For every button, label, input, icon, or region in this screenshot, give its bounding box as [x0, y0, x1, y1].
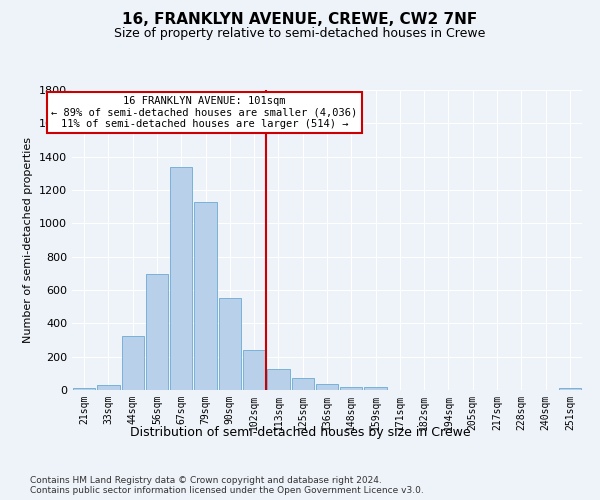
Bar — [340, 386, 362, 390]
Y-axis label: Number of semi-detached properties: Number of semi-detached properties — [23, 137, 34, 343]
Text: 16 FRANKLYN AVENUE: 101sqm
← 89% of semi-detached houses are smaller (4,036)
11%: 16 FRANKLYN AVENUE: 101sqm ← 89% of semi… — [52, 96, 358, 129]
Bar — [122, 336, 144, 390]
Bar — [267, 369, 290, 390]
Bar — [73, 388, 95, 390]
Bar — [170, 166, 193, 390]
Text: Distribution of semi-detached houses by size in Crewe: Distribution of semi-detached houses by … — [130, 426, 470, 439]
Bar — [146, 274, 168, 390]
Bar — [194, 202, 217, 390]
Bar — [364, 386, 387, 390]
Text: Contains HM Land Registry data © Crown copyright and database right 2024.
Contai: Contains HM Land Registry data © Crown c… — [30, 476, 424, 495]
Bar — [559, 388, 581, 390]
Bar — [218, 298, 241, 390]
Bar — [97, 385, 119, 390]
Text: 16, FRANKLYN AVENUE, CREWE, CW2 7NF: 16, FRANKLYN AVENUE, CREWE, CW2 7NF — [122, 12, 478, 28]
Bar — [316, 384, 338, 390]
Text: Size of property relative to semi-detached houses in Crewe: Size of property relative to semi-detach… — [115, 28, 485, 40]
Bar — [243, 350, 265, 390]
Bar — [292, 378, 314, 390]
